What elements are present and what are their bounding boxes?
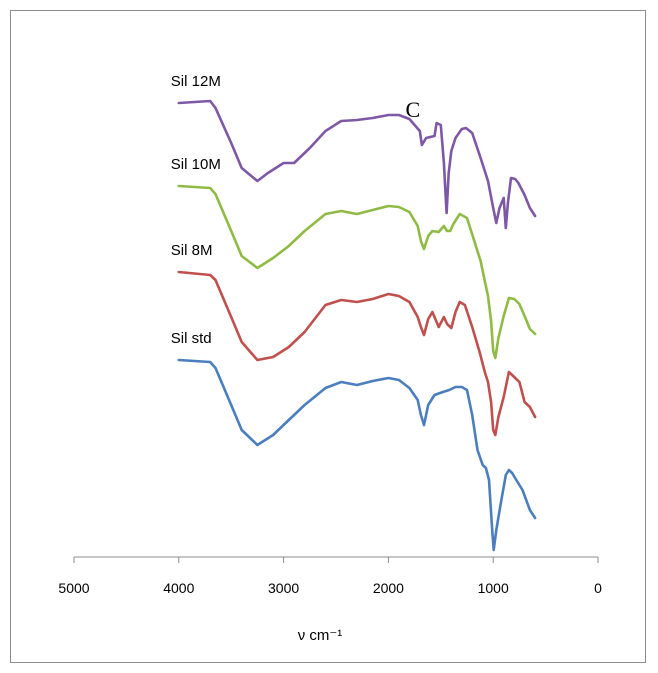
series-line-sil-std	[177, 358, 537, 552]
series-label: Sil 10M	[171, 156, 221, 173]
series-line-sil-8m	[177, 270, 537, 437]
series-labels: Sil 12M Sil 10M Sil 8M Sil std	[171, 73, 221, 347]
x-ticks	[73, 557, 599, 563]
chart-frame	[10, 10, 646, 663]
peak-annotation: C	[406, 97, 421, 122]
x-tick-label: 1000	[478, 580, 509, 596]
series-line-sil-10m	[177, 184, 537, 360]
series-label: Sil 8M	[171, 242, 213, 259]
series-label: Sil 12M	[171, 73, 221, 90]
x-axis: 5000 4000 3000 2000 1000 0 ν cm⁻¹	[58, 556, 602, 644]
x-tick-label: 2000	[373, 580, 404, 596]
x-tick-label: 4000	[163, 580, 194, 596]
x-tick-labels: 5000 4000 3000 2000 1000 0	[58, 580, 602, 596]
series-line-sil-12m	[177, 99, 537, 230]
x-tick-label: 5000	[58, 580, 89, 596]
x-axis-title: ν cm⁻¹	[298, 627, 343, 644]
x-tick-label: 0	[594, 580, 602, 596]
series-label: Sil std	[171, 330, 212, 347]
series-group	[177, 99, 537, 552]
x-tick-label: 3000	[268, 580, 299, 596]
